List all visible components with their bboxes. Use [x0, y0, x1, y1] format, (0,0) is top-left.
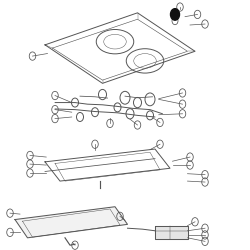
Polygon shape [15, 207, 128, 238]
Polygon shape [155, 226, 188, 239]
Circle shape [170, 9, 179, 20]
